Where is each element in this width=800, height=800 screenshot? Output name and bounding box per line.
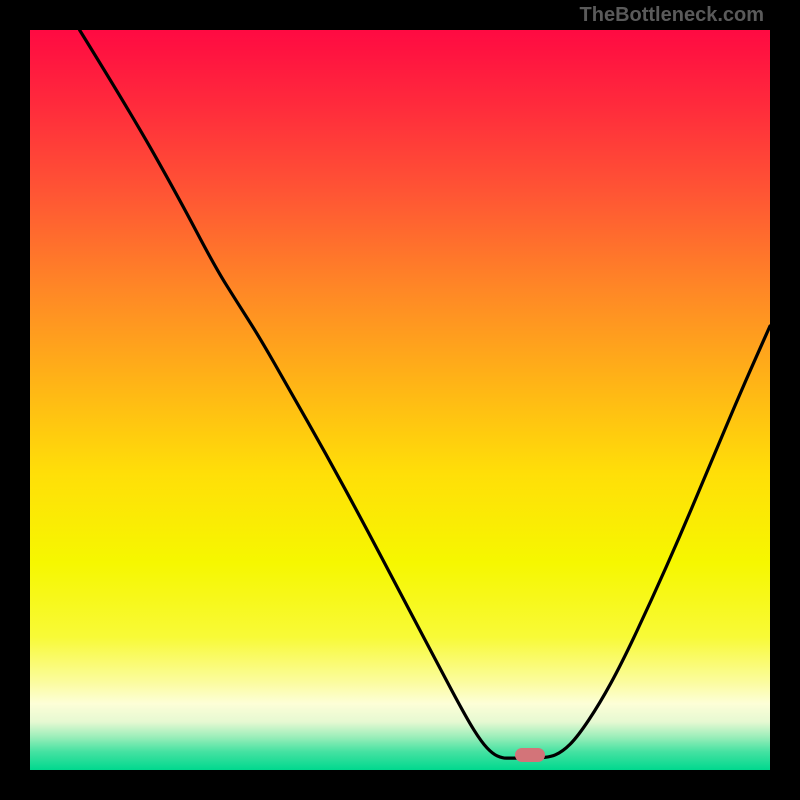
- curve-path: [80, 30, 770, 758]
- watermark-text: TheBottleneck.com: [580, 4, 764, 27]
- bottleneck-curve: [30, 30, 770, 770]
- optimal-marker: [515, 748, 545, 762]
- plot-area: [30, 30, 770, 770]
- chart-frame: TheBottleneck.com: [0, 0, 800, 800]
